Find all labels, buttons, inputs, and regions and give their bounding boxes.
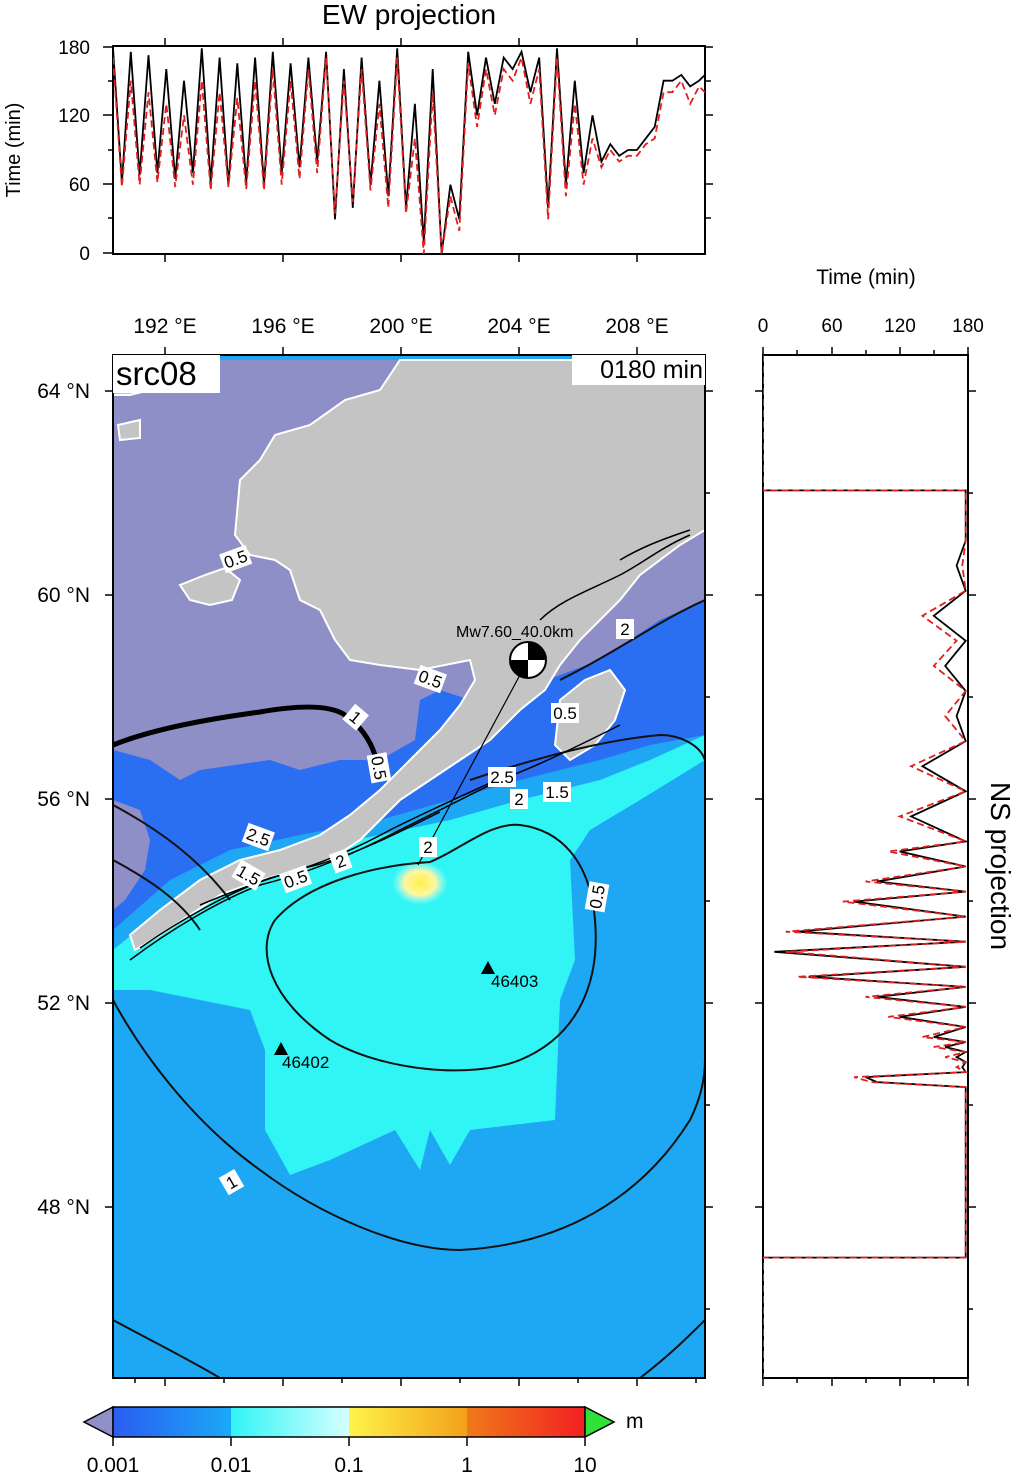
contour-label: 2.5 [490,768,514,787]
colorbar-segment [113,1407,231,1437]
colorbar-tick-label: 0.001 [87,1454,140,1477]
colorbar-tick-label: 0.1 [334,1454,363,1477]
station-label: 46403 [491,972,538,991]
ew-ytick-label: 0 [79,244,90,265]
lon-tick-label: 208 °E [605,315,668,338]
ns-xtick-label: 60 [821,316,842,337]
coastal-contours [129,529,691,961]
time-label-box [572,355,705,385]
lon-tick-label: 192 °E [133,315,196,338]
ns-series-dashed-line [763,355,968,1378]
alaska-land [128,359,705,952]
ns-panel-title: NS projection [985,782,1016,950]
bering-shelf-lower [113,800,150,910]
station-46403: 46403 [481,961,538,991]
ew-ylabel: Time (min) [3,103,25,198]
lon-tick-label: 200 °E [369,315,432,338]
epicenter-leader-line [417,659,529,866]
bold-contour [113,704,378,756]
ns-xtick-label: 0 [758,316,769,337]
ew-series-dashed-line [113,54,705,254]
ew-panel-title: EW projection [322,0,496,30]
colorbar-low-arrow [82,1405,114,1439]
ew-series-solid-line [113,48,705,254]
contour-label: 0.5 [553,704,577,723]
ew-ytick-label: 180 [58,38,90,59]
source-glow [392,861,448,905]
station-triangle-icon [481,961,495,974]
contour-label: 0.5 [586,884,609,911]
ns-xtick-label: 180 [952,316,984,337]
ew-ytick-label: 60 [69,175,90,196]
colorbar-segment [231,1407,349,1437]
colorbar-tick-label: 1 [461,1454,473,1477]
map-ticks [105,347,713,1386]
colorbar-tick-label: 0.01 [211,1454,252,1477]
ns-xlabel: Time (min) [816,266,916,289]
source-label-box [113,355,220,393]
ns-panel-frame [762,354,969,1379]
focal-mechanism-beachball [509,641,547,679]
lat-tick-label: 64 °N [37,380,90,403]
contour-label: 2 [620,620,629,639]
contour-label: 0.5 [367,755,390,782]
time-label: 0180 min [600,356,703,384]
lon-tick-label: 196 °E [251,315,314,338]
contour-label: 2 [514,790,523,809]
colorbar-tick-label: 10 [573,1454,596,1477]
event-label: Mw7.60_40.0km [456,624,573,641]
kodiak-island [553,668,627,762]
lon-tick-label: 204 °E [487,315,550,338]
station-label: 46402 [282,1053,329,1072]
source-label: src08 [116,355,197,392]
ns-projection-panel: Time (min) 0 60 120 180 NS projection [755,266,1016,1386]
islet [116,418,141,442]
contour-label: 2 [423,838,432,857]
contour-label-boxes: 0.5 0.5 0.5 1 0.5 2.5 2.5 2 1.5 0.5 2 2 … [218,544,634,1196]
ew-panel-frame [112,45,706,255]
nunivak-island [178,566,242,607]
colorbar: 0.001 0.01 0.1 1 10 m [82,1405,644,1477]
ew-ticks [103,38,713,262]
colorbar-unit: m [626,1410,644,1433]
map-frame [112,354,706,1379]
lat-tick-label: 48 °N [37,1196,90,1219]
wave-high-region [113,735,705,1175]
ns-series-solid-line [763,355,968,1378]
ns-xtick-label: 120 [884,316,916,337]
colorbar-segment [467,1407,585,1437]
contour-label: 1.5 [545,783,569,802]
lat-tick-label: 60 °N [37,584,90,607]
ew-series-group [113,48,705,254]
ew-ytick-label: 120 [58,106,90,127]
colorbar-ticks [112,1437,586,1446]
lat-tick-label: 52 °N [37,992,90,1015]
colorbar-high-arrow [584,1405,616,1439]
station-triangle-icon [274,1042,288,1055]
ns-series-group [763,355,968,1378]
colorbar-segment [349,1407,467,1437]
lat-tick-label: 56 °N [37,788,90,811]
map-panel: 0.5 0.5 0.5 1 0.5 2.5 2.5 2 1.5 0.5 2 2 … [37,315,713,1386]
amplitude-contours [113,599,705,1378]
ew-projection-panel: EW projection Time (min) 180 120 60 0 [3,0,713,265]
ns-ticks [755,347,976,1386]
station-46402: 46402 [274,1042,329,1072]
